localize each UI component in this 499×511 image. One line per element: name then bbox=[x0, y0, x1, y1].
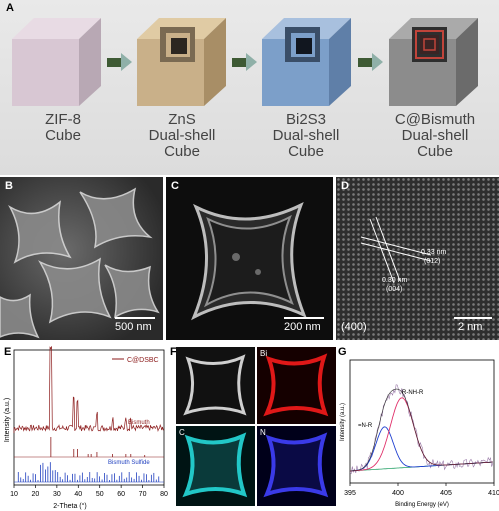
scale-bar bbox=[454, 317, 492, 319]
cube-label-zns: ZnS Dual-shell Cube bbox=[127, 112, 237, 160]
miller-index-label-2: (004) bbox=[386, 286, 403, 293]
x-tick-label: 20 bbox=[32, 491, 40, 498]
legend-label-bismuth-sulfide: Bismuth Sulfide bbox=[108, 460, 150, 466]
panel-g-xps-chart: 395 400 405 410 R-NH-R =N-R Binding Energy … bbox=[340, 359, 499, 508]
cube-label-line: C@Bismuth bbox=[394, 111, 476, 128]
cube-label-line: Cube bbox=[45, 127, 81, 144]
annotation-n-r: =N-R bbox=[358, 423, 373, 429]
bismuth-reference-sticks bbox=[14, 437, 164, 458]
cube-label-line: Dual-shell bbox=[148, 127, 216, 144]
x-tick-label: 10 bbox=[10, 491, 18, 498]
element-label-c: C bbox=[179, 428, 185, 437]
panel-letter-g: G bbox=[338, 346, 347, 358]
legend-label-bismuth: Bismuth bbox=[128, 420, 150, 426]
legend-label-c-dsbc: C@DSBC bbox=[127, 357, 159, 364]
annotation-r-nh-r: R-NH-R bbox=[402, 390, 424, 396]
cube-label-line: Cube bbox=[164, 143, 200, 160]
panel-e-xrd-chart: 10 20 30 40 50 60 70 80 C@DSBC Bismuth Bismuth … bbox=[4, 346, 168, 510]
arrow-icon bbox=[358, 53, 383, 71]
arrow-icon bbox=[232, 53, 257, 71]
cube-label-line: Bi2S3 bbox=[285, 111, 327, 128]
zns-cube bbox=[137, 18, 226, 106]
c-bismuth-cube bbox=[389, 18, 478, 106]
cube-label-zif8: ZIF-8 Cube bbox=[8, 112, 118, 144]
x-tick-label: 400 bbox=[392, 490, 404, 497]
cube-label-line: Dual-shell bbox=[401, 127, 469, 144]
d-spacing-label-2: 0.30 nm bbox=[382, 277, 408, 284]
cube-label-line: ZIF-8 bbox=[45, 111, 81, 128]
panel-a-schematic: A ZIF-8 Cube ZnS Dual-shell Cube Bi2S3 D… bbox=[0, 0, 499, 175]
x-axis-ticks: 395 400 405 410 bbox=[344, 483, 499, 497]
scale-label: 500 nm bbox=[115, 321, 152, 333]
scale-bar bbox=[284, 317, 324, 319]
xps-envelope-line bbox=[349, 388, 493, 472]
cube-label-line: Cube bbox=[288, 143, 324, 160]
y-axis-label: Intensity (a.u.) bbox=[340, 403, 346, 441]
xrd-line-c-dsbc bbox=[13, 346, 165, 433]
x-tick-label: 60 bbox=[117, 491, 125, 498]
element-label-n: N bbox=[260, 428, 266, 437]
x-axis-label: 2-Theta (°) bbox=[53, 502, 87, 510]
bi2s3-cube bbox=[262, 18, 351, 106]
eds-map-c: C bbox=[176, 426, 255, 506]
x-tick-label: 50 bbox=[96, 491, 104, 498]
x-tick-label: 395 bbox=[344, 490, 356, 497]
cube-label-line: Dual-shell bbox=[272, 127, 340, 144]
scale-bar bbox=[115, 317, 155, 319]
cube-label-line: Cube bbox=[417, 143, 453, 160]
panel-letter-a: A bbox=[6, 2, 14, 14]
sem-cubes-drawing bbox=[0, 187, 160, 339]
scale-label: 200 nm bbox=[284, 321, 321, 333]
plot-frame bbox=[349, 359, 495, 484]
y-axis-label: Intensity (a.u.) bbox=[4, 398, 11, 442]
zif8-cube bbox=[12, 18, 101, 106]
x-tick-label: 30 bbox=[53, 491, 61, 498]
bismuth-sulfide-reference bbox=[14, 462, 164, 483]
xrd-series bbox=[13, 346, 165, 433]
x-tick-label: 40 bbox=[74, 491, 82, 498]
plot-frame bbox=[13, 349, 165, 486]
synthesis-schematic bbox=[12, 18, 478, 106]
eds-map-bi: Bi bbox=[257, 347, 336, 424]
x-axis-ticks: 10 20 30 40 50 60 70 80 bbox=[10, 485, 168, 498]
lattice-fringes-drawing bbox=[360, 216, 432, 284]
cube-label-bi2s3: Bi2S3 Dual-shell Cube bbox=[251, 112, 361, 160]
scale-label: 2 nm bbox=[458, 321, 483, 333]
d-spacing-label-1: 0.33 nm bbox=[421, 249, 447, 256]
panel-c-tem-image: 200 nm C bbox=[166, 177, 333, 340]
xps-raw-line bbox=[349, 384, 494, 475]
panel-letter-c: C bbox=[171, 180, 179, 192]
cube-label-line: ZnS bbox=[168, 111, 196, 128]
eds-map-haadf bbox=[176, 347, 255, 424]
zone-axis-label: (400) bbox=[341, 321, 367, 333]
x-axis-label: Binding Energy (eV) bbox=[395, 502, 449, 508]
x-tick-label: 80 bbox=[160, 491, 168, 498]
panel-b-sem-image: 500 nm B bbox=[0, 177, 163, 340]
eds-map-n: N bbox=[257, 426, 336, 506]
panel-letter-e: E bbox=[4, 346, 12, 358]
tem-cube-drawing bbox=[191, 201, 307, 321]
panel-letter-b: B bbox=[5, 180, 13, 192]
panel-letter-f: F bbox=[170, 346, 177, 358]
panel-d-hrtem-image: 0.33 nm (012) 0.30 nm (004) (400) 2 nm D bbox=[336, 177, 499, 340]
x-tick-label: 410 bbox=[488, 490, 499, 497]
x-tick-label: 405 bbox=[440, 490, 452, 497]
arrow-icon bbox=[107, 53, 132, 71]
x-tick-label: 70 bbox=[139, 491, 147, 498]
panel-letter-d: D bbox=[341, 180, 349, 192]
miller-index-label-1: (012) bbox=[424, 258, 441, 265]
element-label-bi: Bi bbox=[260, 349, 268, 358]
cube-label-c-bismuth: C@Bismuth Dual-shell Cube bbox=[380, 112, 490, 160]
xps-series bbox=[349, 384, 494, 475]
